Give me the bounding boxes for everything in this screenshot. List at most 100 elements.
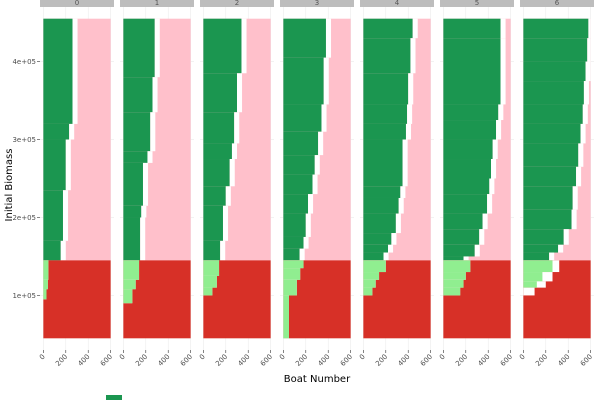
- white-gap-cell: [500, 38, 506, 105]
- white-gap-cell: [140, 217, 146, 261]
- facet-strip-label: 3: [315, 0, 319, 7]
- y-tick-label: 3e+05: [12, 136, 36, 144]
- dark-green-cell: [203, 205, 223, 241]
- white-gap-cell: [229, 159, 235, 187]
- white-gap-cell: [308, 194, 314, 214]
- white-gap-cell: [234, 112, 240, 144]
- facet-strip: [520, 0, 594, 7]
- white-gap-cell: [487, 194, 493, 214]
- white-gap-cell: [588, 18, 591, 39]
- light-green-cell: [443, 287, 461, 296]
- dark-green-cell: [123, 217, 141, 261]
- dark-green-cell: [203, 186, 226, 206]
- facet-strip-label: 2: [235, 0, 239, 7]
- white-gap-cell: [576, 166, 582, 187]
- facet-strip: [120, 0, 194, 7]
- white-gap-cell: [410, 38, 416, 74]
- dark-green-cell: [523, 229, 564, 245]
- dark-green-cell: [283, 236, 304, 249]
- white-gap-cell: [305, 213, 311, 237]
- white-gap-cell: [312, 174, 318, 195]
- dark-green-cell: [203, 18, 242, 74]
- white-gap-cell: [147, 151, 153, 163]
- white-gap-cell: [580, 123, 586, 144]
- white-gap-cell: [583, 81, 589, 105]
- y-axis: 1e+05 2e+05 3e+05 4e+05: [12, 58, 40, 300]
- dark-green-cell: [123, 162, 143, 206]
- dark-green-cell: [443, 229, 480, 245]
- dark-green-cell: [523, 18, 589, 39]
- x-axis-title: Boat Number: [284, 374, 351, 385]
- dark-green-cell: [523, 38, 588, 62]
- white-gap-cell: [150, 112, 156, 152]
- dark-green-cell: [283, 131, 319, 156]
- dark-green-cell: [363, 233, 392, 245]
- x-tick-label: 0: [518, 353, 527, 362]
- dark-green-cell: [523, 61, 586, 82]
- light-green-cell: [43, 289, 47, 300]
- dark-green-cell: [523, 252, 550, 261]
- white-gap-cell: [463, 256, 469, 261]
- white-gap-cell: [69, 123, 75, 140]
- light-green-cell: [363, 272, 380, 280]
- light-green-cell: [363, 279, 376, 288]
- dark-green-cell: [443, 213, 483, 230]
- white-gap-cell: [225, 186, 231, 206]
- light-green-cell: [203, 260, 220, 276]
- dark-green-cell: [523, 123, 581, 144]
- white-gap-cell: [318, 131, 324, 156]
- facet-strip-label: 4: [395, 0, 400, 7]
- dark-green-cell: [283, 174, 313, 195]
- light-green-cell: [443, 260, 471, 273]
- white-gap-cell: [407, 104, 413, 124]
- white-gap-cell: [400, 186, 406, 198]
- white-gap-cell: [500, 18, 506, 39]
- white-gap-cell: [585, 61, 591, 82]
- dark-green-cell: [123, 151, 148, 163]
- white-gap-cell: [489, 178, 495, 195]
- white-gap-cell: [231, 143, 237, 160]
- dark-green-cell: [363, 252, 384, 261]
- facet-panel-1: 10 200 400 600: [118, 0, 194, 368]
- facet-strip: [40, 0, 114, 7]
- dark-green-cell: [443, 256, 464, 261]
- dark-green-cell: [363, 197, 399, 214]
- facet-strip-label: 0: [75, 0, 79, 7]
- y-axis-title: Initial Biomass: [4, 149, 15, 222]
- dark-green-cell: [43, 123, 70, 140]
- dark-green-cell: [443, 139, 493, 160]
- dark-green-cell: [283, 104, 322, 132]
- dark-green-cell: [363, 104, 408, 124]
- dark-green-cell: [363, 123, 406, 140]
- dark-green-cell: [363, 73, 409, 105]
- light-green-cell: [283, 260, 304, 269]
- white-gap-cell: [237, 73, 243, 113]
- white-gap-cell: [299, 248, 305, 261]
- dark-green-cell: [43, 190, 63, 241]
- white-gap-cell: [563, 229, 569, 245]
- white-gap-cell: [152, 77, 158, 113]
- facet-panel-5: 50 200 400 600: [438, 0, 514, 368]
- light-green-cell: [123, 279, 136, 290]
- white-gap-cell: [141, 205, 147, 218]
- white-gap-cell: [412, 18, 418, 39]
- dark-green-cell: [443, 244, 475, 257]
- y-tick-label: 1e+05: [12, 292, 36, 300]
- x-tick-label: 0: [118, 353, 127, 362]
- light-green-cell: [283, 268, 301, 280]
- x-tick-label: 0: [278, 353, 287, 362]
- dark-green-cell: [443, 194, 488, 214]
- light-green-cell: [523, 260, 553, 273]
- white-gap-cell: [482, 213, 488, 230]
- dark-green-cell: [363, 38, 411, 74]
- white-gap-cell: [62, 190, 69, 241]
- light-green-cell: [443, 279, 464, 288]
- dark-green-cell: [443, 104, 499, 121]
- dark-green-cell: [523, 81, 584, 105]
- white-gap-cell: [323, 57, 329, 105]
- dark-green-cell: [283, 18, 326, 58]
- light-green-cell: [443, 272, 466, 280]
- dark-green-cell: [363, 213, 396, 234]
- x-tick-label: 0: [198, 353, 207, 362]
